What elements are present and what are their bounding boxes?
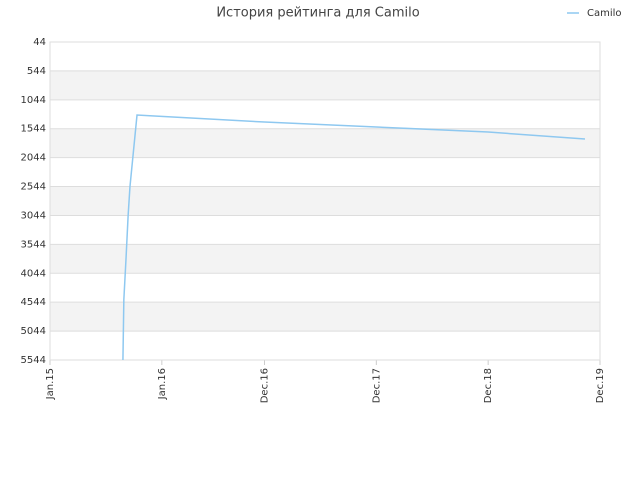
- y-tick-label: 2544: [21, 182, 46, 193]
- grid-band: [50, 70, 600, 100]
- plot-border: [49, 41, 601, 361]
- chart-title: История рейтинга для Camilo: [216, 6, 419, 21]
- x-tick-label: Dec.17: [371, 368, 382, 403]
- y-tick-label: 5044: [21, 326, 46, 337]
- x-tick-label: Dec.16: [259, 368, 270, 403]
- y-tick-label: 4544: [21, 297, 46, 308]
- y-tick-label: 1544: [21, 124, 46, 135]
- y-tick-label: 44: [33, 37, 46, 48]
- grid-band: [50, 244, 600, 274]
- y-tick-label: 4044: [21, 268, 46, 279]
- x-tick-label: Jan.15: [45, 368, 56, 400]
- y-tick-label: 1044: [21, 95, 46, 106]
- x-tick-label: Dec.19: [595, 368, 606, 403]
- y-tick-label: 5544: [21, 355, 46, 366]
- series-line: [122, 114, 586, 361]
- grid-band: [50, 302, 600, 332]
- grid-band: [50, 186, 600, 216]
- x-tick-label: Jan.16: [157, 368, 168, 400]
- y-tick-label: 3044: [21, 210, 46, 221]
- y-tick-label: 2044: [21, 153, 46, 164]
- y-tick-label: 544: [27, 66, 46, 77]
- x-tick-label: Dec.18: [483, 368, 494, 403]
- legend-label: Camilo: [587, 8, 622, 19]
- y-tick-label: 3544: [21, 239, 46, 250]
